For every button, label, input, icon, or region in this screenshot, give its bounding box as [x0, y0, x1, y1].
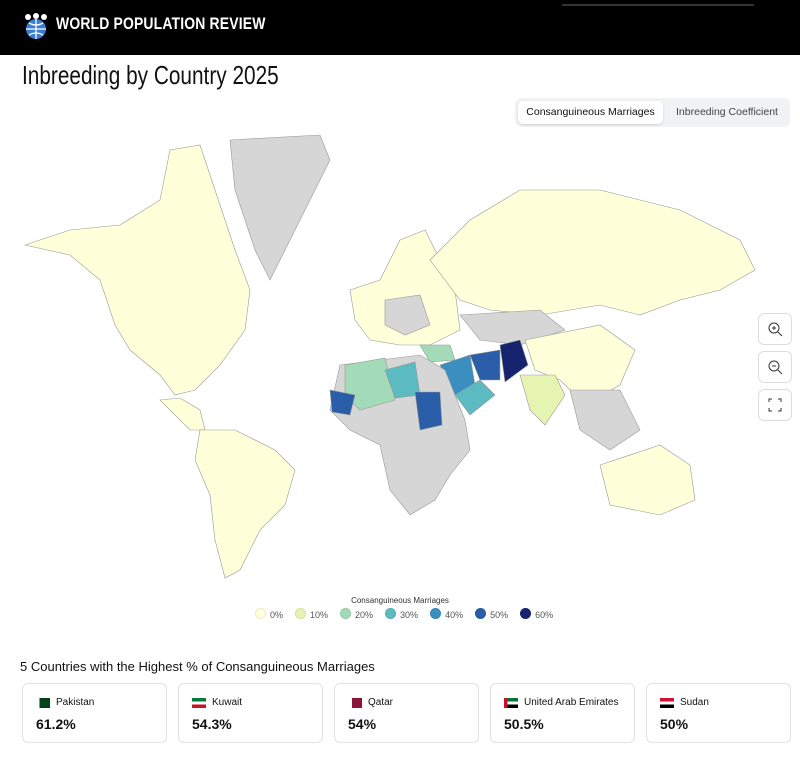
tab[interactable]: Inbreeding Coefficient [676, 106, 778, 118]
legend-label: 30% [400, 610, 419, 620]
legend-swatch [340, 608, 352, 619]
country-value: 50.5% [504, 716, 544, 732]
flag-icon [348, 698, 362, 708]
zoom-in-button[interactable] [758, 313, 792, 345]
legend-swatch [295, 608, 307, 619]
legend-swatch [385, 608, 397, 619]
page-title: Inbreeding by Country 2025 [22, 60, 279, 90]
legend-label: 10% [310, 610, 329, 620]
legend-item: 0% [255, 608, 283, 620]
top-bar: WORLD POPULATION REVIEW [0, 0, 800, 55]
search-bar[interactable] [562, 4, 754, 6]
flag-icon [660, 698, 674, 708]
legend-title: Consanguineous Marriages [351, 596, 449, 605]
country-name: Kuwait [212, 697, 243, 708]
country-card[interactable]: Kuwait 54.3% [178, 683, 323, 743]
brand[interactable]: WORLD POPULATION REVIEW [56, 14, 266, 33]
legend-swatch [520, 608, 532, 619]
logo [25, 13, 47, 39]
tab-group: Consanguineous Marriages Inbreeding Coef… [515, 98, 790, 127]
flag-icon [192, 698, 206, 708]
country-card[interactable]: Qatar 54% [334, 683, 479, 743]
legend-label: 40% [445, 610, 464, 620]
world-map [23, 134, 756, 579]
country-name: Qatar [368, 697, 394, 708]
fullscreen-button[interactable] [758, 389, 792, 421]
tab[interactable]: Consanguineous Marriages [518, 101, 663, 124]
section-heading: 5 Countries with the Highest % of Consan… [20, 659, 375, 674]
legend-item: 20% [340, 608, 373, 620]
legend-swatch [255, 608, 266, 619]
legend-item: 50% [475, 608, 508, 620]
zoom-out-button[interactable] [758, 351, 792, 383]
legend-item: 60% [520, 608, 553, 620]
flag-icon [504, 698, 518, 708]
country-value: 50% [660, 716, 689, 732]
legend-label: 0% [270, 610, 284, 620]
country-value: 54% [348, 716, 377, 732]
country-value: 61.2% [36, 716, 76, 732]
legend-item: 40% [430, 608, 463, 620]
country-card[interactable]: Pakistan 61.2% [22, 683, 167, 743]
country-value: 54.3% [192, 716, 232, 732]
legend-label: 50% [490, 610, 509, 620]
legend-label: 20% [355, 610, 374, 620]
legend-swatch [430, 608, 442, 619]
legend-swatch [475, 608, 487, 619]
legend-item: 10% [295, 608, 328, 620]
legend: 0% 10% 20% 30% 40% 50% 60% [255, 608, 553, 620]
legend-item: 30% [385, 608, 418, 620]
country-card[interactable]: Sudan 50% [646, 683, 791, 743]
flag-icon [36, 698, 50, 708]
country-name: Pakistan [56, 697, 95, 708]
country-name: Sudan [680, 697, 709, 708]
country-card[interactable]: United Arab Emirates 50.5% [490, 683, 635, 743]
legend-label: 60% [535, 610, 554, 620]
country-name: United Arab Emirates [524, 697, 619, 708]
